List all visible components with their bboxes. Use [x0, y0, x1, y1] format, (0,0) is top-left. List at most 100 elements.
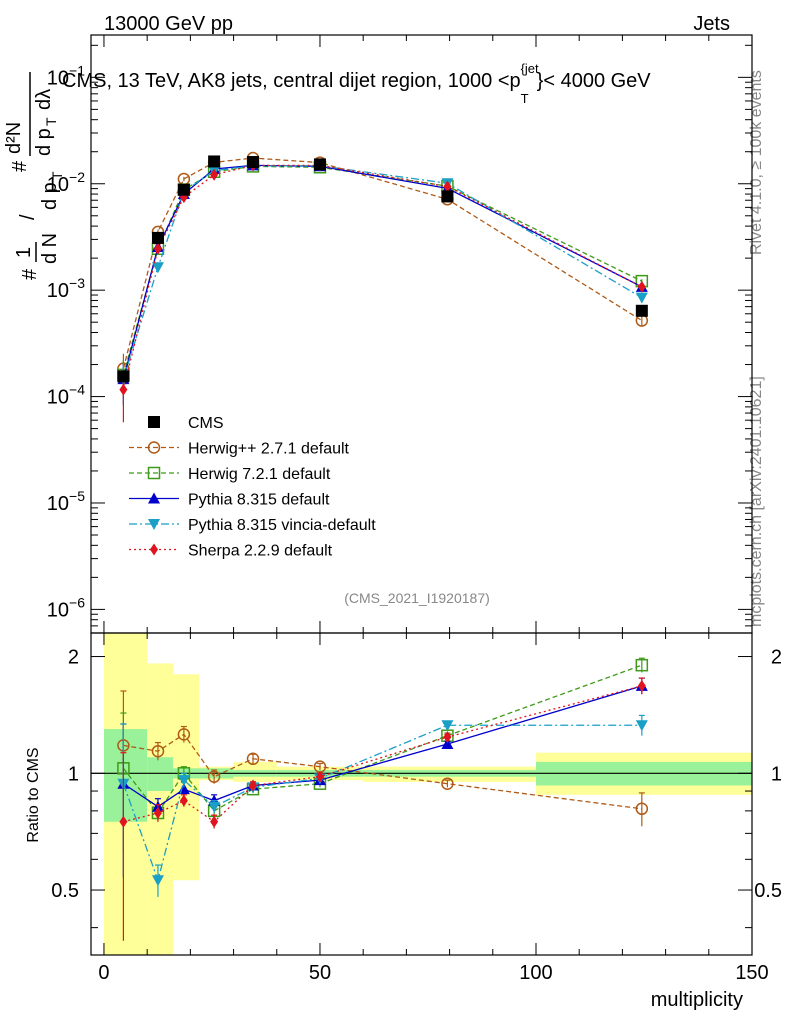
ratio-stat-band-bin-1: [147, 757, 174, 792]
header-process: Jets: [693, 13, 730, 35]
y-axis-label-dpT-2: d p: [33, 128, 55, 156]
ratio-point-0-2: [177, 728, 191, 741]
y-axis-label-d2N: d²N: [3, 122, 25, 154]
ratio-uncertainty-bands: [103, 633, 752, 955]
rivet-version-label: Rivet 4.1.0, ≥ 100k events: [748, 70, 765, 255]
data-point-cms-4: [247, 156, 260, 169]
main-series-line-0: [122, 157, 643, 369]
main-series-line-4: [122, 164, 643, 390]
x-tick-label-0: 0: [98, 962, 109, 984]
main-point-4-0: [119, 383, 128, 396]
ratio-tick-label-left-0.5: 0.5: [51, 880, 79, 902]
ratio-series-line-4: [123, 685, 642, 823]
legend-entry-5: Sherpa 2.2.9 default: [129, 543, 333, 560]
ratio-point-3-7: [635, 720, 648, 732]
x-tick-label-50: 50: [309, 962, 331, 984]
ratio-point-3-3: [208, 801, 221, 813]
ratio-series-group: [117, 657, 649, 941]
legend-entry-2: Herwig 7.2.1 default: [129, 466, 331, 483]
ratio-point-4-2: [179, 794, 188, 807]
analysis-id-label: (CMS_2021_I1920187): [344, 590, 490, 606]
x-axis-label: multiplicity: [651, 989, 743, 1011]
data-point-cms-7: [635, 304, 648, 317]
ratio-point-4-7: [637, 679, 646, 692]
legend-entry-0: CMS: [148, 415, 224, 432]
header-energy: 13000 GeV pp: [104, 13, 233, 35]
y-axis-label-dpT: d p: [39, 182, 61, 210]
y-tick-label-1: 10−5: [47, 488, 85, 515]
ratio-point-4-1: [153, 806, 162, 819]
mcplots-credit-label: mcplots.cern.ch [arXiv:2401.10621]: [748, 376, 765, 627]
ratio-point-4-4: [249, 779, 258, 792]
y-axis-label-hash-1: #: [19, 268, 41, 280]
y-axis-label-dlambda: dλ: [33, 89, 55, 110]
legend-marker-0: [148, 416, 160, 428]
legend-marker-2: [147, 466, 161, 480]
data-point-cms-1: [151, 231, 164, 244]
axes-group: 0 50 100 150 10−6 10−5 10−4 10−3 10−2 10−1 0.5 0.5 1…: [47, 34, 782, 984]
y-axis-label-one: 1: [13, 247, 35, 258]
ratio-tick-label-right-2: 2: [771, 647, 782, 669]
ratio-series-line-2: [123, 685, 643, 808]
ratio-point-0-7: [635, 802, 649, 816]
ratio-frame: [90, 632, 753, 956]
ratio-series-line-1: [122, 664, 643, 815]
main-point-4-7: [637, 280, 646, 293]
y-tick-label-0: 10−6: [47, 594, 85, 621]
legend: CMS Herwig++ 2.7.1 default Herwig 7.2.1 de…: [129, 415, 376, 560]
legend-label-5: Sherpa 2.2.9 default: [188, 543, 333, 560]
ratio-point-3-2: [177, 775, 190, 787]
legend-label-1: Herwig++ 2.7.1 default: [188, 441, 350, 458]
main-data-cms: [117, 155, 648, 383]
data-point-cms-6: [441, 190, 454, 203]
legend-label-3: Pythia 8.315 default: [188, 492, 330, 509]
main-point-4-1: [153, 242, 162, 255]
y-tick-label-5: 10−1: [47, 62, 85, 89]
y-axis-label-dN: d N: [39, 233, 61, 264]
y-axis-label-slash: /: [17, 214, 39, 220]
chart-title: CMS, 13 TeV, AK8 jets, central dijet reg…: [62, 61, 651, 106]
y-axis-label: # 1 d N / d p T # d²N d p T dλ: [3, 72, 65, 280]
ratio-y-axis-label: Ratio to CMS: [25, 747, 42, 842]
legend-marker-1: [147, 441, 161, 454]
y-tick-label-2: 10−4: [47, 382, 85, 409]
ratio-point-4-5: [315, 770, 324, 783]
ratio-tick-label-right-0.5: 0.5: [754, 880, 782, 902]
data-point-cms-3: [208, 155, 221, 168]
y-axis-label-T-sub: T: [49, 171, 65, 180]
y-tick-label-3: 10−3: [47, 275, 85, 302]
y-tick-label-4: 10−2: [47, 169, 85, 196]
x-tick-label-150: 150: [735, 962, 768, 984]
main-point-4-3: [210, 168, 219, 181]
main-point-3-7: [635, 292, 648, 304]
ratio-point-3-1: [151, 875, 164, 887]
main-point-3-1: [151, 262, 164, 274]
main-series-group: [117, 151, 649, 423]
legend-marker-5: [150, 543, 158, 556]
data-point-cms-2: [177, 183, 190, 196]
ratio-tick-label-left-1: 1: [68, 763, 79, 785]
ratio-point-1-7: [635, 658, 649, 672]
legend-marker-4: [148, 519, 160, 530]
ratio-tick-label-left-2: 2: [68, 647, 79, 669]
ratio-point-0-6: [441, 777, 454, 790]
ratio-tick-label-right-1: 1: [771, 763, 782, 785]
ratio-point-2-6: [441, 737, 454, 749]
ratio-point-4-3: [210, 815, 219, 828]
main-series-line-3: [122, 165, 643, 380]
ratio-stat-band-bin-0: [103, 729, 148, 822]
x-tick-label-100: 100: [519, 962, 552, 984]
ratio-point-3-6: [441, 720, 454, 732]
ratio-series-4: [119, 677, 646, 941]
data-point-cms-5: [313, 158, 326, 171]
legend-label-4: Pythia 8.315 vincia-default: [188, 517, 376, 534]
data-point-cms-0: [117, 370, 130, 383]
legend-label-0: CMS: [188, 415, 224, 432]
ratio-point-4-0: [119, 815, 128, 828]
ratio-point-0-4: [246, 752, 260, 766]
y-axis-label-T-sub-2: T: [43, 117, 59, 126]
legend-entry-4: Pythia 8.315 vincia-default: [129, 517, 376, 534]
legend-entry-1: Herwig++ 2.7.1 default: [129, 441, 350, 458]
legend-entry-3: Pythia 8.315 default: [129, 492, 330, 509]
